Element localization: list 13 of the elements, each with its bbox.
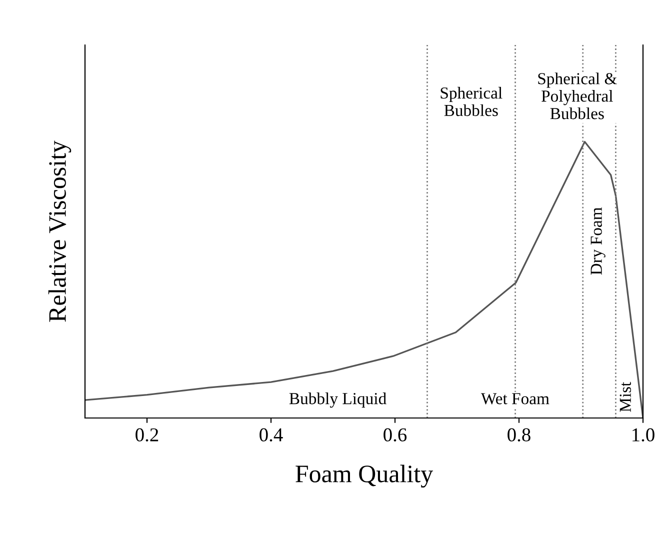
x-tick-label: 0.8 <box>508 428 530 442</box>
text: Spherical & Polyhedral Bubbles <box>538 72 617 120</box>
x-tick-label: 0.4 <box>260 428 283 442</box>
x-axis-title: Foam Quality <box>296 464 433 488</box>
annotation: Wet Foam <box>480 393 550 404</box>
x-tick-label: 0.2 <box>136 428 158 442</box>
annotation: Dry Foam <box>590 207 606 275</box>
annotation: Bubbly Liquid <box>289 392 386 408</box>
text: Spherical Bubbles <box>440 86 502 116</box>
x-tick-label: 1.0 <box>632 428 654 442</box>
annotation: Mist <box>620 382 631 412</box>
x-tick-label: 0.6 <box>384 428 407 442</box>
y-axis-title: Relative Viscosity <box>48 140 72 322</box>
